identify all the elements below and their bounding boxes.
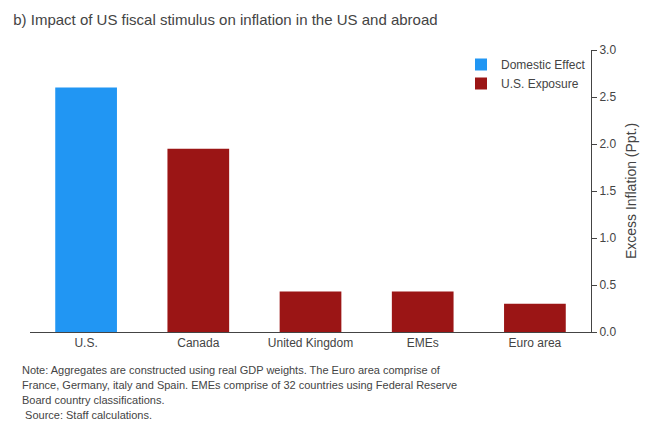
svg-text:Canada: Canada — [177, 336, 219, 350]
svg-text:France, Germany, italy and Spa: France, Germany, italy and Spain. EMEs c… — [22, 379, 457, 391]
svg-text:2.5: 2.5 — [599, 90, 616, 104]
svg-text:Source: Staff calculations.: Source: Staff calculations. — [22, 409, 152, 421]
svg-text:0.5: 0.5 — [599, 278, 616, 292]
svg-text:U.S. Exposure: U.S. Exposure — [501, 77, 579, 91]
svg-text:1.5: 1.5 — [599, 184, 616, 198]
svg-text:EMEs: EMEs — [407, 336, 439, 350]
svg-text:Excess Inflation (Ppt.): Excess Inflation (Ppt.) — [623, 123, 639, 259]
svg-text:U.S.: U.S. — [74, 336, 97, 350]
svg-text:2.0: 2.0 — [599, 137, 616, 151]
svg-text:b) Impact of US fiscal stimulu: b) Impact of US fiscal stimulus on infla… — [13, 11, 437, 28]
svg-text:Domestic Effect: Domestic Effect — [501, 58, 585, 72]
svg-text:3.0: 3.0 — [599, 43, 616, 57]
svg-text:0.0: 0.0 — [599, 325, 616, 339]
svg-text:Euro area: Euro area — [509, 336, 562, 350]
svg-text:1.0: 1.0 — [599, 231, 616, 245]
svg-text:Board country classifications.: Board country classifications. — [22, 394, 164, 406]
svg-text:Note: Aggregates are construct: Note: Aggregates are constructed using r… — [22, 364, 441, 376]
svg-text:United Kingdom: United Kingdom — [268, 336, 353, 350]
